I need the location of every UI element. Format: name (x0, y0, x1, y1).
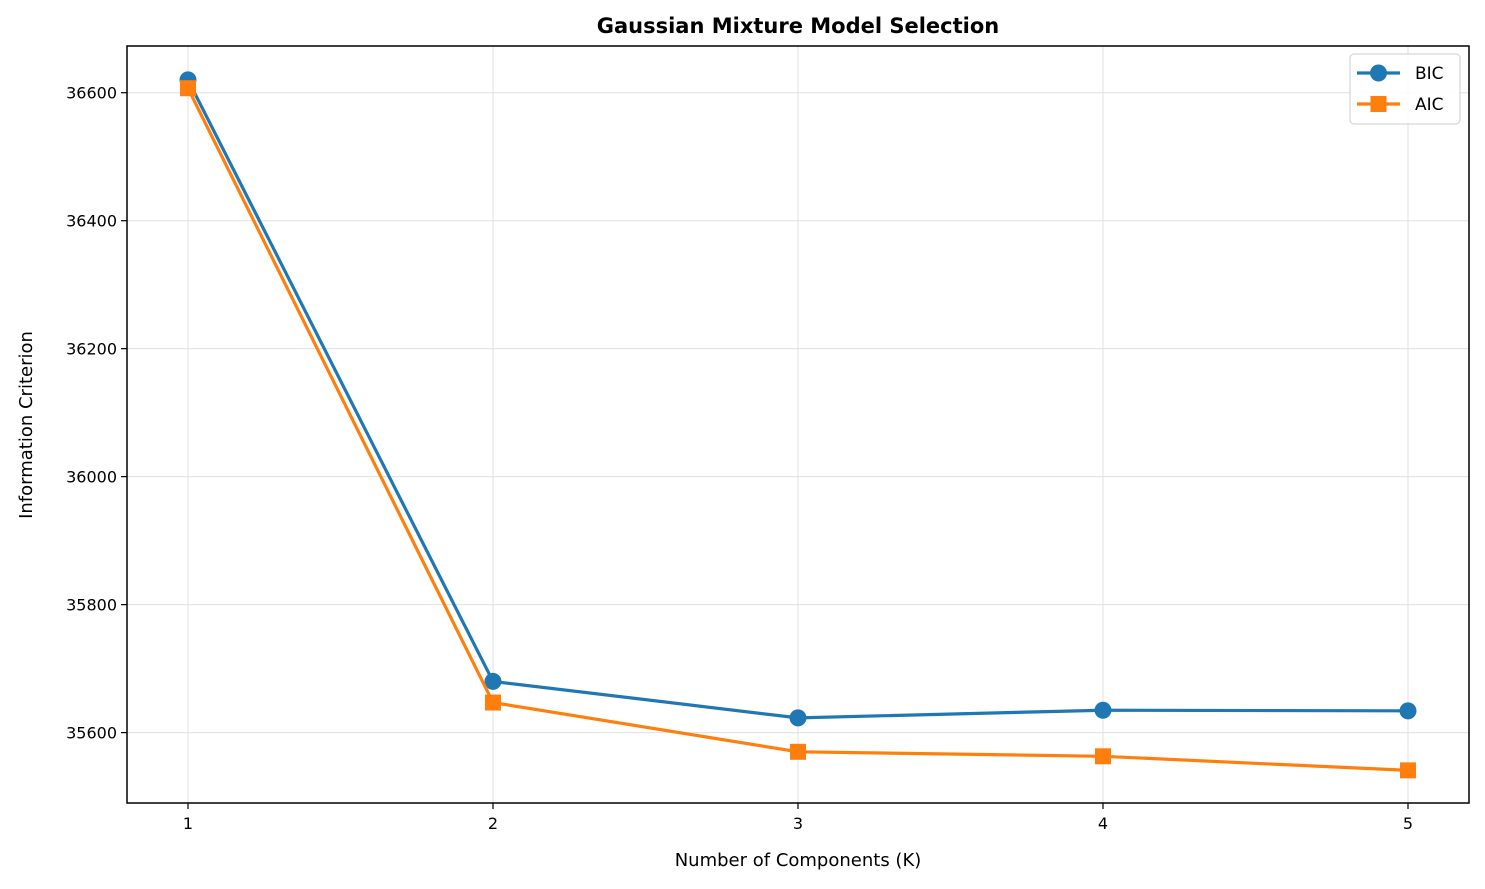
bic-point (484, 672, 502, 690)
plot-frame (126, 45, 1470, 804)
axis-ticks: 1 2 3 4 5 35600 35800 36000 36200 36400 36600 (66, 84, 1413, 833)
y-tick-label: 36400 (66, 212, 117, 231)
x-tick-label: 2 (488, 814, 498, 833)
legend-swatch-marker (1370, 64, 1387, 82)
y-tick-label: 36600 (66, 84, 117, 103)
x-tick-label: 4 (1098, 814, 1108, 833)
x-tick-label: 1 (183, 814, 193, 833)
legend-label: BIC (1415, 64, 1444, 84)
y-tick-label: 36200 (66, 340, 117, 359)
aic-point (180, 80, 196, 97)
legend-item-aic: AIC (1357, 95, 1444, 115)
y-tick-label: 36000 (66, 468, 117, 487)
legend: BIC AIC (1349, 53, 1461, 125)
grid-lines (127, 46, 1469, 803)
series-bic (179, 71, 1417, 727)
aic-point (485, 694, 501, 711)
y-axis-label: Information Criterion (16, 331, 37, 519)
aic-point (790, 743, 806, 760)
series-aic (180, 80, 1416, 779)
legend-swatch-marker (1370, 96, 1387, 112)
aic-point (1400, 762, 1416, 779)
x-tick-label: 3 (793, 814, 803, 833)
data-series (179, 71, 1417, 779)
chart-title: Gaussian Mixture Model Selection (597, 14, 1000, 38)
y-tick-label: 35800 (66, 596, 117, 615)
x-tick-label: 5 (1403, 814, 1413, 833)
legend-item-bic: BIC (1357, 64, 1444, 84)
y-tick-label: 35600 (66, 724, 117, 743)
x-axis-label: Number of Components (K) (675, 850, 922, 871)
aic-point (1095, 748, 1111, 765)
bic-point (1094, 701, 1112, 719)
legend-label: AIC (1415, 95, 1444, 115)
bic-point (789, 709, 807, 727)
bic-point (1399, 702, 1417, 720)
